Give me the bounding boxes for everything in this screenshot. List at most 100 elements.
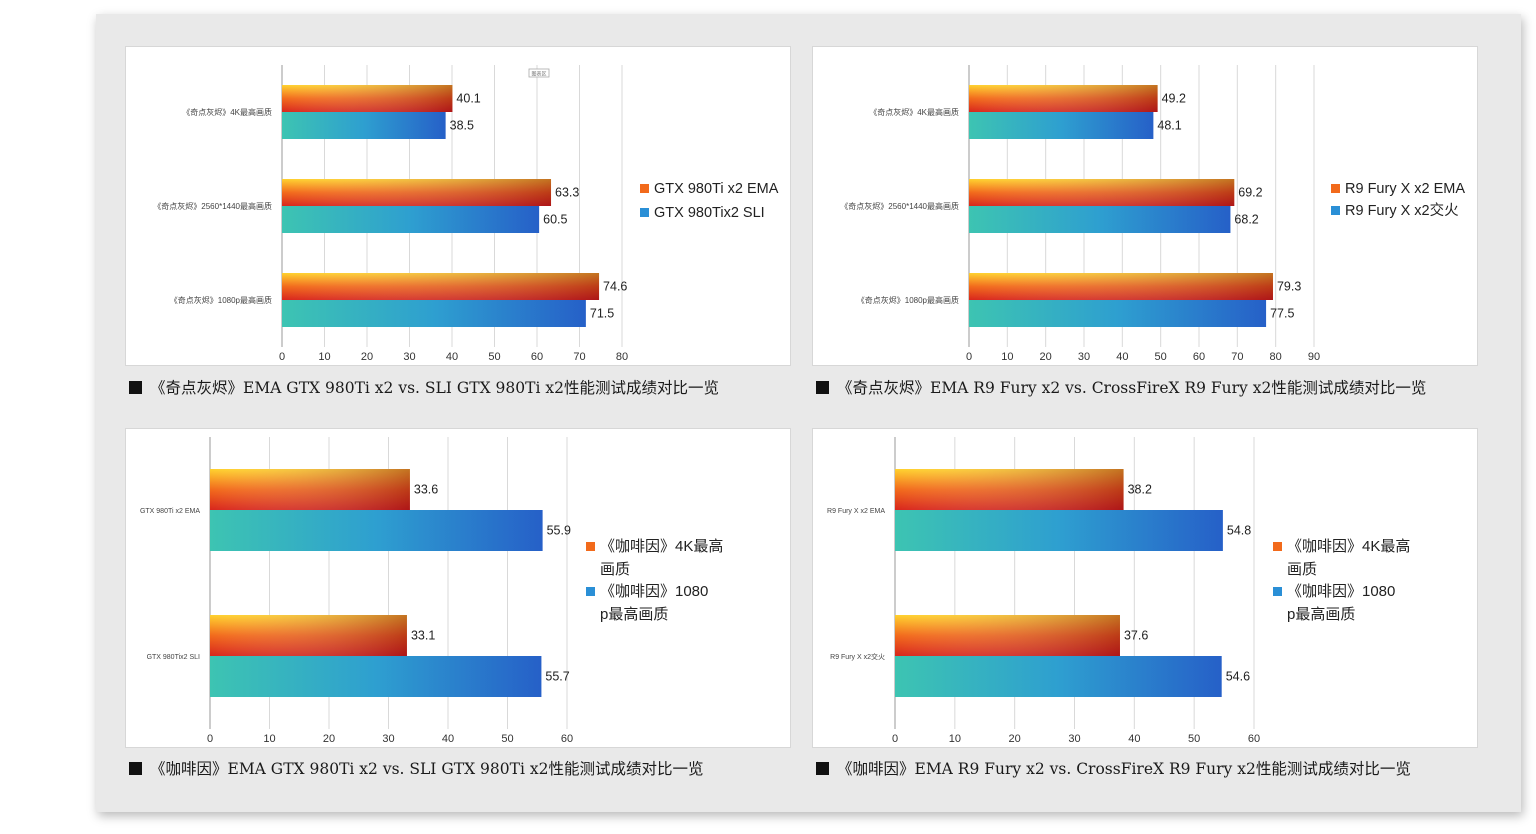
category-label: 《奇点灰烬》1080p最高画质 bbox=[170, 295, 272, 305]
x-tick-label: 0 bbox=[279, 351, 285, 363]
caption-bullet-square bbox=[129, 381, 142, 394]
chart-panel-caffeine-fury: 0 10 20 30 40 50 60 R9 Fury X x2 EMA 38.2 54.8 R9 … bbox=[812, 428, 1478, 748]
caption-caffeine-fury: 《咖啡因》EMA R9 Fury x2 vs. CrossFireX R9 Fu… bbox=[816, 757, 1411, 781]
bar-chart: 0 10 20 30 40 50 60 70 80 《奇点灰烬》4K最高画质 40.1 38.5 《奇点… bbox=[153, 65, 779, 363]
bar-chart: 0 10 20 30 40 50 60 GTX 980Ti x2 EMA 33.6 55.9 GTX… bbox=[140, 437, 723, 745]
x-tick-label: 30 bbox=[1068, 733, 1080, 745]
x-tick-label: 50 bbox=[488, 351, 500, 363]
x-tick-label: 80 bbox=[616, 351, 628, 363]
category-label: 《奇点灰烬》4K最高画质 bbox=[869, 107, 959, 117]
legend-label-continued: p最高画质 bbox=[1287, 606, 1355, 623]
caption-text: 《咖啡因》EMA GTX 980Ti x2 vs. SLI GTX 980Ti … bbox=[150, 760, 704, 778]
legend-label-continued: 画质 bbox=[600, 561, 630, 578]
x-tick-label: 40 bbox=[1116, 351, 1128, 363]
x-tick-label: 40 bbox=[442, 733, 454, 745]
x-tick-label: 20 bbox=[323, 733, 335, 745]
data-label: 63.3 bbox=[555, 186, 579, 200]
data-label: 40.1 bbox=[456, 92, 480, 106]
bar-blue bbox=[969, 112, 1154, 139]
legend-label: 《咖啡因》4K最高 bbox=[600, 538, 723, 555]
x-tick-label: 70 bbox=[573, 351, 585, 363]
legend-swatch bbox=[640, 184, 649, 193]
category-label: GTX 980Tix2 SLI bbox=[147, 654, 200, 661]
caption-text: 《奇点灰烬》EMA R9 Fury x2 vs. CrossFireX R9 F… bbox=[837, 379, 1427, 397]
data-label: 71.5 bbox=[590, 307, 614, 321]
legend-label-continued: 画质 bbox=[1287, 561, 1317, 578]
data-label: 74.6 bbox=[603, 280, 627, 294]
category-label: 《奇点灰烬》4K最高画质 bbox=[182, 107, 272, 117]
bar-blue bbox=[210, 656, 542, 697]
legend-swatch bbox=[1273, 587, 1282, 596]
x-tick-label: 30 bbox=[382, 733, 394, 745]
legend-label: R9 Fury X x2交火 bbox=[1345, 201, 1459, 219]
caption-text: 《奇点灰烬》EMA GTX 980Ti x2 vs. SLI GTX 980Ti… bbox=[150, 379, 719, 397]
bar-shade bbox=[969, 179, 1235, 206]
data-label: 49.2 bbox=[1162, 92, 1186, 106]
bar-chart: 0 10 20 30 40 50 60 70 80 90 《奇点灰烬》4K最高画质 49.2 48.1 《… bbox=[840, 65, 1465, 363]
bar-chart: 0 10 20 30 40 50 60 R9 Fury X x2 EMA 38.2 54.8 R9 … bbox=[827, 437, 1410, 745]
x-tick-label: 30 bbox=[1078, 351, 1090, 363]
data-label: 60.5 bbox=[543, 213, 567, 227]
legend-label: GTX 980Tix2 SLI bbox=[654, 205, 765, 221]
x-tick-label: 60 bbox=[561, 733, 573, 745]
legend-label: 《咖啡因》1080 bbox=[600, 583, 708, 600]
x-tick-label: 60 bbox=[1248, 733, 1260, 745]
category-label: 《奇点灰烬》2560*1440最高画质 bbox=[840, 201, 959, 211]
data-label: 55.9 bbox=[547, 524, 571, 538]
x-tick-label: 70 bbox=[1231, 351, 1243, 363]
chart-area-stamp-text: 图表区 bbox=[531, 71, 546, 78]
legend-swatch bbox=[1331, 184, 1340, 193]
category-label: GTX 980Ti x2 EMA bbox=[140, 508, 200, 515]
data-label: 54.6 bbox=[1226, 670, 1250, 684]
caption-text: 《咖啡因》EMA R9 Fury x2 vs. CrossFireX R9 Fu… bbox=[837, 760, 1411, 778]
data-label: 68.2 bbox=[1234, 213, 1258, 227]
x-tick-label: 50 bbox=[1188, 733, 1200, 745]
bar-shade bbox=[282, 179, 552, 206]
legend-swatch bbox=[1331, 206, 1340, 215]
legend-swatch bbox=[1273, 542, 1282, 551]
data-label: 33.1 bbox=[411, 629, 435, 643]
bar-shade bbox=[895, 469, 1124, 510]
data-label: 54.8 bbox=[1227, 524, 1251, 538]
bar-blue bbox=[210, 510, 543, 551]
data-label: 38.5 bbox=[450, 119, 474, 133]
bar-shade bbox=[969, 273, 1273, 300]
caption-bullet-square bbox=[816, 381, 829, 394]
x-tick-label: 0 bbox=[207, 733, 213, 745]
bar-shade bbox=[210, 469, 410, 510]
legend-label: 《咖啡因》1080 bbox=[1287, 583, 1395, 600]
legend-label-continued: p最高画质 bbox=[600, 606, 668, 623]
bar-blue bbox=[969, 300, 1267, 327]
x-tick-label: 50 bbox=[501, 733, 513, 745]
chart-panel-ashes-fury: 0 10 20 30 40 50 60 70 80 90 《奇点灰烬》4K最高画质 49.2 48.1 《… bbox=[812, 46, 1478, 366]
data-label: 79.3 bbox=[1277, 280, 1301, 294]
caption-caffeine-gtx: 《咖啡因》EMA GTX 980Ti x2 vs. SLI GTX 980Ti … bbox=[129, 757, 703, 781]
bar-blue bbox=[282, 300, 586, 327]
data-label: 77.5 bbox=[1270, 307, 1294, 321]
bar-blue bbox=[895, 656, 1222, 697]
bar-shade bbox=[895, 615, 1120, 656]
caption-ashes-fury: 《奇点灰烬》EMA R9 Fury x2 vs. CrossFireX R9 F… bbox=[816, 376, 1426, 400]
legend-swatch bbox=[586, 587, 595, 596]
x-tick-label: 30 bbox=[403, 351, 415, 363]
x-tick-label: 90 bbox=[1308, 351, 1320, 363]
x-tick-label: 60 bbox=[531, 351, 543, 363]
bar-blue bbox=[969, 206, 1231, 233]
caption-bullet-square bbox=[129, 762, 142, 775]
x-tick-label: 80 bbox=[1270, 351, 1282, 363]
x-tick-label: 10 bbox=[1001, 351, 1013, 363]
legend-label: GTX 980Ti x2 EMA bbox=[654, 181, 779, 197]
x-tick-label: 40 bbox=[1128, 733, 1140, 745]
x-tick-label: 50 bbox=[1155, 351, 1167, 363]
data-label: 55.7 bbox=[545, 670, 569, 684]
category-label: R9 Fury X x2交火 bbox=[830, 652, 885, 661]
legend-label: R9 Fury X x2 EMA bbox=[1345, 181, 1465, 197]
x-tick-label: 0 bbox=[966, 351, 972, 363]
chart-panel-ashes-gtx: 0 10 20 30 40 50 60 70 80 《奇点灰烬》4K最高画质 40.1 38.5 《奇点… bbox=[125, 46, 791, 366]
bar-shade bbox=[210, 615, 407, 656]
category-label: R9 Fury X x2 EMA bbox=[827, 508, 885, 515]
x-tick-label: 10 bbox=[318, 351, 330, 363]
bar-shade bbox=[282, 85, 453, 112]
bar-blue bbox=[282, 206, 540, 233]
legend-label: 《咖啡因》4K最高 bbox=[1287, 538, 1410, 555]
